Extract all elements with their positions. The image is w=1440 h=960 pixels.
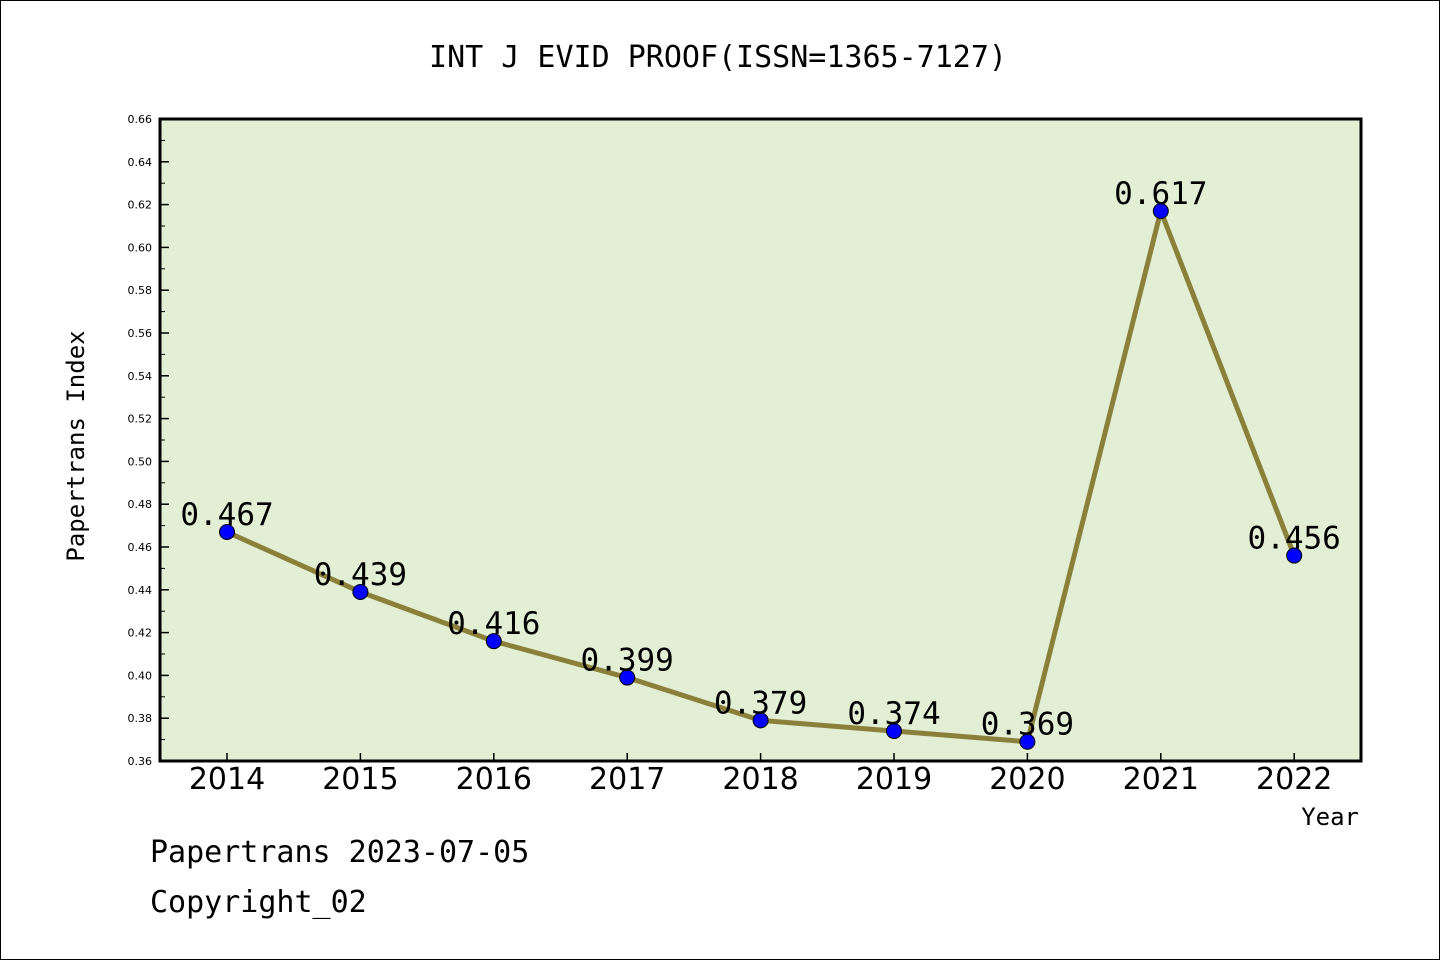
chart-title: INT J EVID PROOF(ISSN=1365-7127) [429,40,1007,75]
y-tick-label: 0.50 [128,455,153,468]
data-point [352,583,369,600]
x-axis: 2014 2015 2016 2017 2018 2019 2020 2021 2022 [189,753,1332,797]
y-tick-label: 0.56 [128,327,153,340]
data-label: 0.467 [180,497,273,533]
data-point [219,524,235,541]
y-tick-label: 0.44 [128,584,153,597]
y-tick-label: 0.62 [128,199,153,212]
y-tick-label: 0.38 [128,712,153,725]
data-point [752,712,769,729]
y-tick-label: 0.54 [128,370,153,383]
x-tick-label: 2020 [989,762,1065,797]
data-label: 0.617 [1114,176,1207,212]
x-tick-label: 2014 [189,762,265,797]
x-tick-label: 2021 [1123,762,1199,797]
copyright-text: Copyright_02 [150,885,367,920]
data-markers [219,203,1303,750]
plot-area [158,117,1363,763]
x-tick-label: 2019 [856,762,932,797]
x-axis-label: Year [1301,803,1359,831]
data-point [1286,547,1303,564]
data-labels: 0.467 0.439 0.416 0.399 0.379 0.374 0.369 0.617… [180,176,1341,743]
data-point [1152,203,1169,220]
data-point [485,633,502,650]
y-tick-label: 0.52 [128,413,153,426]
y-axis-label: Papertrans Index [62,330,90,561]
data-point [619,669,636,686]
source-date-text: Papertrans 2023-07-05 [150,835,530,870]
data-label: 0.369 [981,707,1074,743]
y-tick-label: 0.66 [128,113,153,126]
y-tick-label: 0.60 [128,241,153,254]
y-tick-label: 0.64 [128,156,153,169]
x-tick-label: 2016 [456,762,532,797]
y-axis: 0.36 0.38 0.40 0.42 0.44 0.46 0.48 0.50 0.52 0.54… [128,113,169,768]
y-tick-label: 0.48 [128,498,153,511]
x-tick-label: 2017 [589,762,665,797]
y-tick-label: 0.46 [128,541,153,554]
x-tick-label: 2015 [322,762,398,797]
y-tick-label: 0.36 [128,755,153,768]
data-label: 0.399 [581,643,674,679]
data-point [886,723,902,740]
y-tick-label: 0.40 [128,669,153,682]
data-label: 0.379 [714,685,807,721]
x-tick-label: 2018 [722,762,798,797]
x-tick-label: 2022 [1256,762,1332,797]
data-label: 0.416 [447,606,540,642]
y-tick-label: 0.58 [128,284,153,297]
data-point [1019,733,1036,750]
data-label: 0.439 [314,557,407,593]
data-label: 0.374 [847,696,940,732]
data-label: 0.456 [1248,521,1341,557]
y-tick-label: 0.42 [128,627,153,640]
